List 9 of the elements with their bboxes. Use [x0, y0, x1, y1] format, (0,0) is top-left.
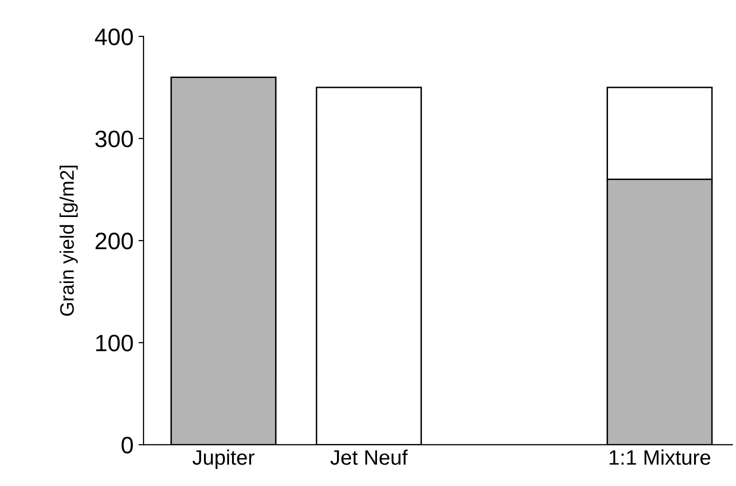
y-tick-label: 0	[122, 436, 133, 454]
x-tick-label: Jet Neuf	[330, 450, 408, 465]
y-tick-label: 200	[96, 232, 133, 250]
y-tick-label: 400	[94, 28, 133, 46]
y-tick-label: 100	[96, 334, 133, 352]
x-tick-label: 1:1 Mixture	[610, 450, 710, 465]
x-tick-label: Jupiter	[192, 450, 254, 469]
y-tick-label: 300	[95, 130, 133, 148]
y-axis-title: Grain yield [g/m2]	[60, 166, 78, 316]
